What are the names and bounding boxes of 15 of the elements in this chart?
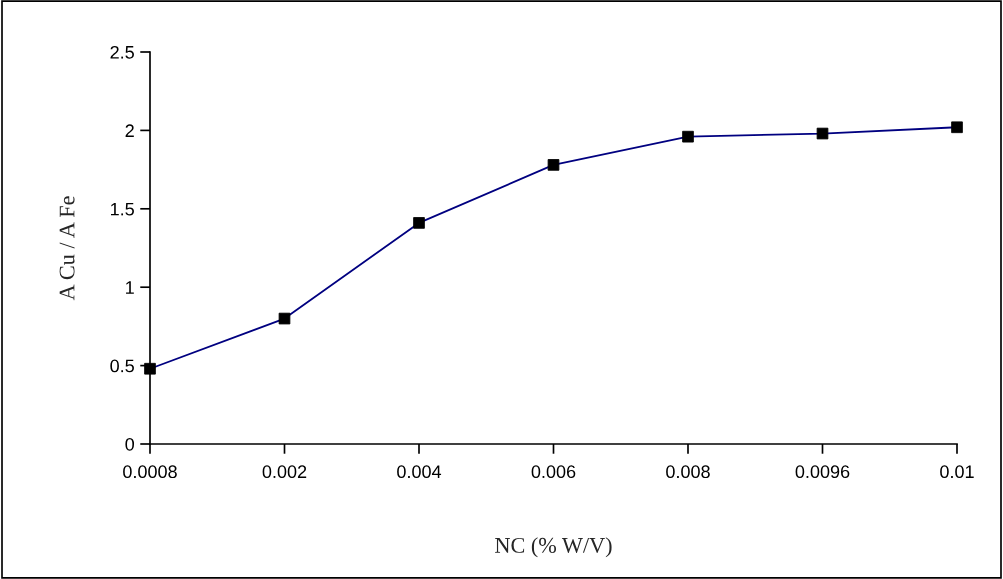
y-tick-label: 0.5 xyxy=(110,359,134,373)
x-tick-label: 0.0096 xyxy=(795,465,850,479)
y-tick-label: 0 xyxy=(125,437,135,451)
x-tick-label: 0.01 xyxy=(940,465,974,479)
x-tick-label: 0.002 xyxy=(262,465,307,479)
x-tick-label: 0.006 xyxy=(531,465,576,479)
y-tick-label: 2 xyxy=(125,124,134,137)
y-tick-label: 1 xyxy=(126,281,134,294)
x-tick-label: 0.004 xyxy=(397,465,442,479)
y-axis-title: A Cu / A Fe xyxy=(59,196,75,301)
y-tick-label: 2.5 xyxy=(110,45,134,59)
x-tick-label: 0.008 xyxy=(666,465,710,479)
x-axis-title: NC (% W/V) xyxy=(495,537,612,558)
y-tick-label: 1.5 xyxy=(111,202,134,216)
x-tick-label: 0.0008 xyxy=(123,465,177,479)
